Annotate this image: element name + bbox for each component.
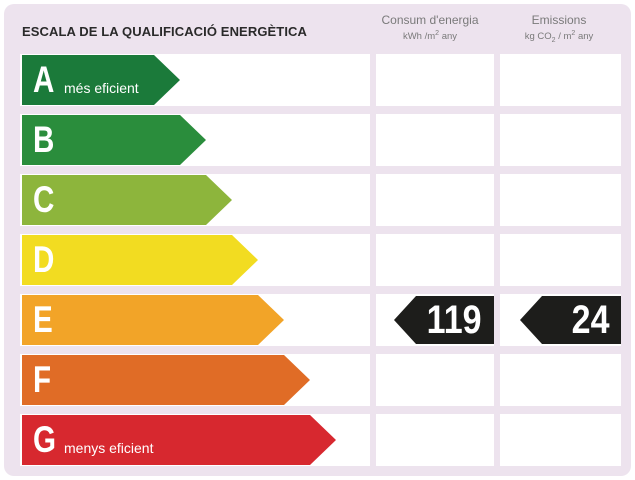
consum-cell: [376, 414, 494, 466]
class-letter: A: [33, 59, 55, 100]
consum-column-unit: kWh /m2 any: [402, 30, 458, 43]
emissions-cell: [500, 54, 621, 106]
consum-value-tag: 119: [394, 296, 494, 344]
consum-cell: [376, 174, 494, 226]
class-description: més eficient: [64, 80, 139, 96]
consum-column-label: Consum d'energia: [381, 13, 479, 27]
consum-cell: [376, 234, 494, 286]
class-letter: E: [33, 299, 53, 340]
consum-cell: [376, 354, 494, 406]
class-arrow-e: E: [22, 295, 284, 345]
class-letter: G: [33, 419, 57, 460]
emissions-column-header: Emissions kg CO2 / m2 any: [499, 13, 619, 44]
label-title: ESCALA DE LA QUALIFICACIÓ ENERGÈTICA: [22, 24, 308, 39]
emissions-value-tag: 24: [520, 296, 621, 344]
class-arrow-b: B: [22, 115, 206, 165]
class-letter: F: [33, 359, 52, 400]
class-letter: D: [33, 239, 55, 280]
emissions-column-unit: kg CO2 / m2 any: [524, 30, 594, 45]
consum-column-header: Consum d'energia kWh /m2 any: [374, 13, 486, 42]
class-letter: C: [33, 179, 55, 220]
consum-cell: [376, 114, 494, 166]
emissions-cell: [500, 174, 621, 226]
emissions-cell: [500, 114, 621, 166]
emissions-cell: [500, 234, 621, 286]
emissions-cell: [500, 414, 621, 466]
emissions-column-label: Emissions: [531, 13, 587, 27]
emissions-cell: [500, 354, 621, 406]
class-description: menys eficient: [64, 440, 154, 456]
class-letter: B: [33, 119, 55, 160]
class-arrow-c: C: [22, 175, 232, 225]
class-arrow-f: F: [22, 355, 310, 405]
consum-cell: [376, 54, 494, 106]
class-arrow-d: D: [22, 235, 258, 285]
